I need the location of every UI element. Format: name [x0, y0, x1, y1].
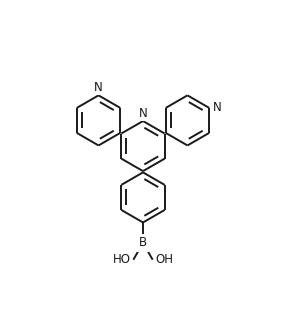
Text: HO: HO [112, 253, 130, 266]
Text: N: N [94, 81, 103, 94]
Text: B: B [139, 236, 147, 249]
Text: N: N [139, 107, 147, 120]
Text: N: N [212, 101, 221, 114]
Text: OH: OH [156, 253, 174, 266]
